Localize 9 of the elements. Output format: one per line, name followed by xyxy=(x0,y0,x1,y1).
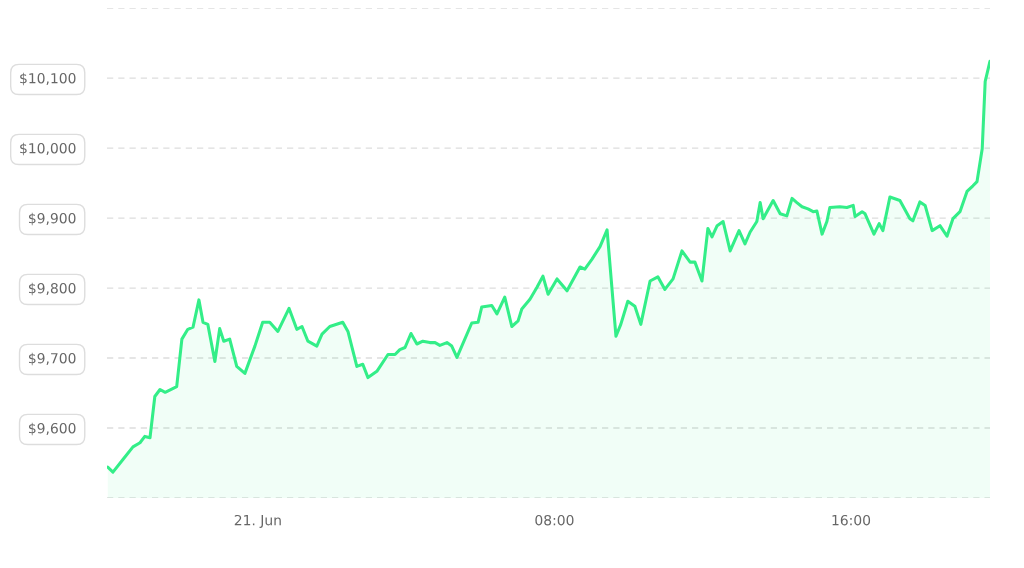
y-tick-label: $10,100 xyxy=(20,72,76,86)
x-tick-label: 21. Jun xyxy=(234,514,281,528)
y-tick-label: $9,800 xyxy=(29,282,76,296)
y-tick-label: $9,900 xyxy=(29,212,76,226)
x-tick-label: 08:00 xyxy=(535,514,574,526)
y-tick-label: $10,000 xyxy=(20,142,76,156)
y-tick-label: $9,700 xyxy=(29,352,76,366)
x-tick-label: 16:00 xyxy=(832,514,871,526)
y-tick-label: $9,600 xyxy=(29,422,76,436)
